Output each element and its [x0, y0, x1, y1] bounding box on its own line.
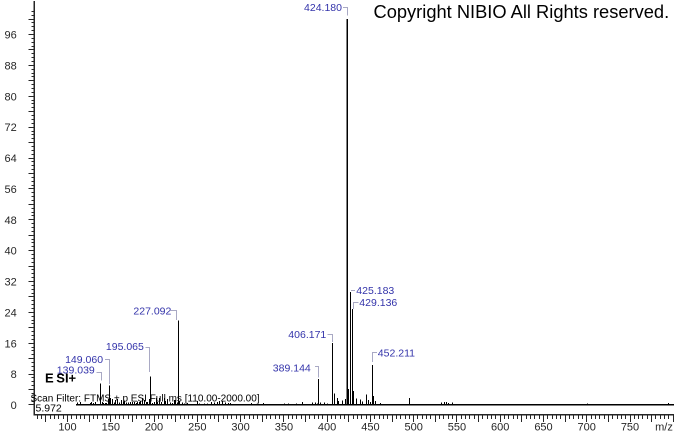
svg-text:5.972: 5.972 [36, 402, 62, 414]
svg-text:250: 250 [188, 422, 206, 434]
svg-text:300: 300 [231, 422, 249, 434]
svg-text:750: 750 [621, 422, 639, 434]
svg-text:24: 24 [5, 307, 17, 319]
svg-text:429.136: 429.136 [359, 297, 397, 309]
svg-text:700: 700 [578, 422, 596, 434]
svg-text:72: 72 [5, 122, 17, 134]
svg-text:0: 0 [11, 400, 17, 412]
svg-text:500: 500 [405, 422, 423, 434]
svg-text:389.144: 389.144 [273, 362, 311, 374]
svg-text:8: 8 [11, 369, 17, 381]
svg-text:40: 40 [5, 246, 17, 258]
svg-text:650: 650 [534, 422, 552, 434]
svg-text:350: 350 [275, 422, 293, 434]
svg-text:450: 450 [361, 422, 379, 434]
svg-text:48: 48 [5, 215, 17, 227]
svg-text:150: 150 [102, 422, 120, 434]
svg-text:100: 100 [58, 422, 76, 434]
svg-text:149.060: 149.060 [65, 354, 103, 366]
svg-text:227.092: 227.092 [133, 306, 171, 318]
svg-text:200: 200 [145, 422, 163, 434]
svg-text:139.039: 139.039 [57, 365, 95, 377]
svg-text:64: 64 [5, 153, 17, 165]
svg-text:400: 400 [318, 422, 336, 434]
svg-text:Scan Filter: FTMS + p ESI Full: Scan Filter: FTMS + p ESI Full ms [110.0… [31, 394, 260, 405]
svg-text:88: 88 [5, 60, 17, 72]
svg-text:E SI+: E SI+ [45, 371, 77, 386]
svg-text:452.211: 452.211 [378, 348, 415, 360]
svg-text:424.180: 424.180 [304, 2, 342, 14]
svg-text:600: 600 [491, 422, 509, 434]
svg-text:406.171: 406.171 [288, 329, 326, 341]
svg-text:56: 56 [5, 184, 17, 196]
svg-text:32: 32 [5, 277, 17, 289]
svg-text:m/z: m/z [655, 422, 673, 434]
svg-text:80: 80 [5, 91, 17, 103]
svg-text:550: 550 [448, 422, 466, 434]
svg-text:425.183: 425.183 [356, 285, 394, 297]
svg-text:96: 96 [5, 30, 17, 42]
svg-text:16: 16 [5, 338, 17, 350]
svg-text:Copyright NIBIO All Rights res: Copyright NIBIO All Rights reserved. [374, 1, 670, 22]
svg-text:195.065: 195.065 [106, 341, 144, 353]
